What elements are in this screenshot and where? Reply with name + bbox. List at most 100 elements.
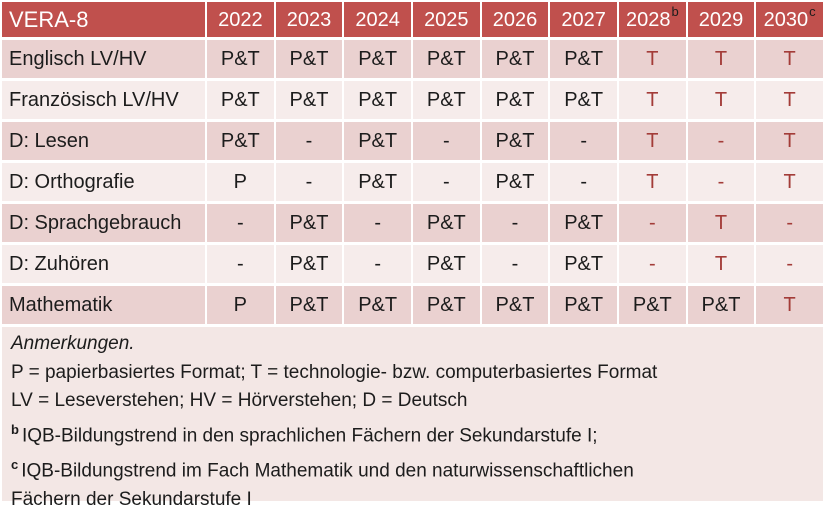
table-cell: P&T bbox=[275, 245, 343, 283]
table-cell: - bbox=[687, 163, 755, 201]
table-cell: - bbox=[618, 204, 686, 242]
table-cell: P&T bbox=[481, 286, 549, 324]
table-cell: P&T bbox=[207, 122, 274, 160]
year-superscript: b bbox=[671, 4, 679, 19]
table-cell: T bbox=[756, 122, 823, 160]
table-cell: - bbox=[481, 245, 549, 283]
table-cell: P bbox=[207, 163, 274, 201]
table-cell: P&T bbox=[207, 40, 274, 78]
year-header: 2022 bbox=[207, 2, 274, 37]
table-cell: - bbox=[756, 245, 823, 283]
table-cell: P&T bbox=[550, 81, 617, 119]
year-label: 2022 bbox=[218, 8, 263, 31]
table-cell: T bbox=[687, 245, 755, 283]
table-cell: T bbox=[756, 81, 823, 119]
table-cell: - bbox=[756, 204, 823, 242]
year-header: 2023 bbox=[275, 2, 343, 37]
row-label: Französisch LV/HV bbox=[2, 81, 205, 119]
note-b-text: IQB-Bildungstrend in den sprachlichen Fä… bbox=[21, 425, 598, 447]
notes: Anmerkungen. P = papierbasiertes Format;… bbox=[2, 327, 823, 507]
table-cell: P&T bbox=[550, 204, 617, 242]
note-c: c IQB-Bildungstrend im Fach Mathematik un… bbox=[11, 451, 814, 507]
note-b: b IQB-Bildungstrend in den sprachlichen F… bbox=[11, 416, 814, 451]
table-cell: - bbox=[618, 245, 686, 283]
table-cell: - bbox=[344, 245, 411, 283]
year-label: 2029 bbox=[698, 8, 744, 31]
table-cell: P&T bbox=[481, 122, 549, 160]
table-title: VERA-8 bbox=[2, 2, 205, 37]
year-header: 2024 bbox=[344, 2, 411, 37]
row-label: D: Lesen bbox=[2, 122, 205, 160]
table-cell: P&T bbox=[275, 40, 343, 78]
table-cell: P&T bbox=[412, 81, 480, 119]
table-cell: T bbox=[618, 122, 686, 160]
table-cell: T bbox=[687, 40, 755, 78]
year-label: 2023 bbox=[286, 8, 332, 31]
year-superscript: c bbox=[809, 4, 816, 19]
table-cell: P&T bbox=[687, 286, 755, 324]
note-abbreviations: LV = Leseverstehen; HV = Hörverstehen; D… bbox=[11, 390, 468, 412]
table-cell: - bbox=[207, 245, 274, 283]
table-cell: T bbox=[687, 204, 755, 242]
table-cell: P&T bbox=[412, 286, 480, 324]
table-cell: P&T bbox=[344, 81, 411, 119]
year-header: 2028 b bbox=[618, 2, 686, 37]
vera8-table: VERA-8 2022 2023 2024 2025 2026 2027 2028 b 2029 2… bbox=[2, 2, 823, 324]
year-label: 2030 bbox=[763, 8, 809, 31]
year-label: 2024 bbox=[355, 8, 400, 31]
table-cell: P&T bbox=[481, 81, 549, 119]
table-cell: - bbox=[550, 122, 617, 160]
year-label: 2026 bbox=[492, 8, 538, 31]
row-label: D: Orthografie bbox=[2, 163, 205, 201]
note-formats: P = papierbasiertes Format; T = technolo… bbox=[11, 361, 658, 383]
table-cell: P&T bbox=[412, 40, 480, 78]
table-cell: P&T bbox=[481, 40, 549, 78]
table-cell: T bbox=[687, 81, 755, 119]
table-cell: P&T bbox=[344, 163, 411, 201]
table-cell: P&T bbox=[618, 286, 686, 324]
table-cell: P&T bbox=[275, 286, 343, 324]
table-cell: T bbox=[618, 40, 686, 78]
year-header: 2026 bbox=[481, 2, 549, 37]
year-label: 2028 bbox=[625, 8, 671, 31]
table-cell: T bbox=[756, 40, 823, 78]
table-cell: P bbox=[207, 286, 274, 324]
table-cell: - bbox=[550, 163, 617, 201]
year-header: 2029 bbox=[687, 2, 755, 37]
table-cell: P&T bbox=[550, 40, 617, 78]
table-cell: P&T bbox=[275, 204, 343, 242]
table-cell: P&T bbox=[275, 81, 343, 119]
year-label: 2025 bbox=[424, 8, 469, 31]
row-label: Englisch LV/HV bbox=[2, 40, 205, 78]
note-c-text-line2: Fächern der Sekundarstufe I bbox=[11, 488, 252, 507]
year-header: 2030 c bbox=[756, 2, 823, 37]
year-header: 2027 bbox=[550, 2, 617, 37]
year-label: 2027 bbox=[561, 8, 606, 31]
table-cell: P&T bbox=[344, 122, 411, 160]
table-cell: P&T bbox=[207, 81, 274, 119]
notes-heading: Anmerkungen. bbox=[11, 333, 135, 354]
table-cell: P&T bbox=[412, 245, 480, 283]
table-cell: - bbox=[412, 122, 480, 160]
table-cell: - bbox=[275, 163, 343, 201]
year-header: 2025 bbox=[412, 2, 480, 37]
table-cell: P&T bbox=[550, 245, 617, 283]
table-cell: P&T bbox=[344, 40, 411, 78]
table-cell: T bbox=[618, 81, 686, 119]
table-cell: P&T bbox=[344, 286, 411, 324]
row-label: Mathematik bbox=[2, 286, 205, 324]
table-cell: P&T bbox=[481, 163, 549, 201]
table-cell: P&T bbox=[550, 286, 617, 324]
table-cell: - bbox=[412, 163, 480, 201]
table-cell: T bbox=[756, 163, 823, 201]
note-c-superscript: c bbox=[11, 456, 19, 472]
table-cell: T bbox=[756, 286, 823, 324]
row-label: D: Zuhören bbox=[2, 245, 205, 283]
table-cell: - bbox=[275, 122, 343, 160]
row-label: D: Sprachgebrauch bbox=[2, 204, 205, 242]
table-cell: - bbox=[687, 122, 755, 160]
table-cell: - bbox=[481, 204, 549, 242]
table-cell: T bbox=[618, 163, 686, 201]
table-cell: P&T bbox=[412, 204, 480, 242]
